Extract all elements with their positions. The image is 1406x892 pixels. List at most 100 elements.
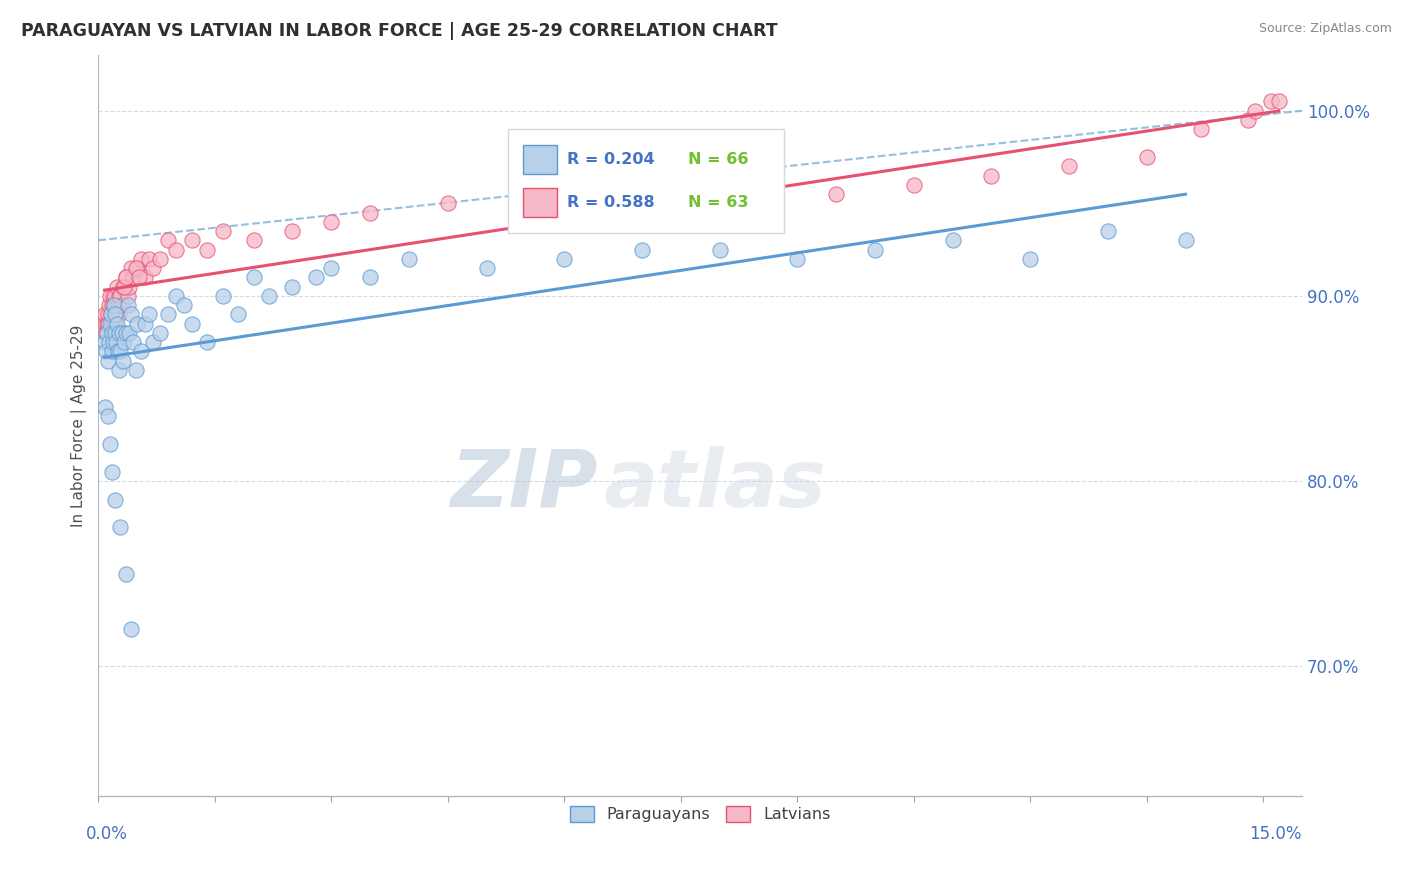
Point <box>114 566 136 581</box>
Point <box>98 437 121 451</box>
Point <box>195 335 218 350</box>
Point <box>120 307 142 321</box>
Point <box>105 317 128 331</box>
Point <box>127 261 149 276</box>
Point <box>122 270 145 285</box>
Point <box>321 261 343 276</box>
Point <box>107 344 129 359</box>
Y-axis label: In Labor Force | Age 25-29: In Labor Force | Age 25-29 <box>72 325 87 526</box>
Point <box>211 224 233 238</box>
Point <box>257 289 280 303</box>
Point <box>100 317 122 331</box>
Point <box>108 344 131 359</box>
Point <box>1174 233 1197 247</box>
Point <box>96 317 118 331</box>
Point <box>398 252 420 266</box>
Point <box>107 298 129 312</box>
Point <box>321 215 343 229</box>
Text: R = 0.204: R = 0.204 <box>567 152 654 167</box>
Point <box>1097 224 1119 238</box>
Point <box>120 622 142 636</box>
Point <box>94 400 117 414</box>
Point <box>553 252 575 266</box>
Text: atlas: atlas <box>605 446 827 524</box>
Point <box>475 261 498 276</box>
Point <box>108 307 131 321</box>
Text: PARAGUAYAN VS LATVIAN IN LABOR FORCE | AGE 25-29 CORRELATION CHART: PARAGUAYAN VS LATVIAN IN LABOR FORCE | A… <box>21 22 778 40</box>
Point <box>107 289 129 303</box>
Point <box>108 289 131 303</box>
Point <box>359 205 381 219</box>
Text: 15.0%: 15.0% <box>1250 825 1302 844</box>
Point <box>786 252 808 266</box>
Point <box>942 233 965 247</box>
Point <box>114 326 136 340</box>
Point <box>128 270 150 285</box>
Point <box>101 289 124 303</box>
Point <box>93 317 115 331</box>
Point <box>863 243 886 257</box>
Point <box>669 196 692 211</box>
Point <box>97 409 120 424</box>
Point <box>1267 95 1289 109</box>
Point <box>107 326 129 340</box>
Point <box>101 335 124 350</box>
Point <box>709 178 731 192</box>
Text: N = 63: N = 63 <box>688 195 748 211</box>
Point <box>553 187 575 202</box>
Point <box>98 335 121 350</box>
Point <box>105 279 128 293</box>
Point <box>180 317 202 331</box>
Point <box>1136 150 1159 164</box>
FancyBboxPatch shape <box>508 129 785 233</box>
Point <box>173 298 195 312</box>
Point <box>104 326 127 340</box>
Point <box>165 243 187 257</box>
Point <box>1019 252 1042 266</box>
Point <box>157 307 180 321</box>
Point <box>115 270 138 285</box>
Point <box>195 243 218 257</box>
FancyBboxPatch shape <box>523 145 557 174</box>
Point <box>108 520 131 534</box>
Text: N = 66: N = 66 <box>688 152 748 167</box>
Point <box>142 335 165 350</box>
Point <box>825 187 848 202</box>
Point <box>180 233 202 247</box>
Point <box>112 279 135 293</box>
Point <box>105 335 128 350</box>
Point <box>709 243 731 257</box>
Point <box>100 307 122 321</box>
Point <box>97 307 120 321</box>
Point <box>118 326 141 340</box>
Point <box>129 344 152 359</box>
Point <box>112 279 135 293</box>
Point <box>94 344 117 359</box>
Point <box>104 317 127 331</box>
Point <box>98 298 121 312</box>
Point <box>103 298 125 312</box>
Point <box>281 224 304 238</box>
Point <box>94 307 117 321</box>
Point <box>111 326 134 340</box>
Point <box>100 307 122 321</box>
Point <box>211 289 233 303</box>
Point <box>120 261 142 276</box>
Point <box>124 363 146 377</box>
Point <box>903 178 925 192</box>
Point <box>359 270 381 285</box>
Point <box>104 307 127 321</box>
Text: R = 0.588: R = 0.588 <box>567 195 654 211</box>
Point <box>1244 103 1267 118</box>
Point <box>242 270 264 285</box>
Point <box>149 252 172 266</box>
Point <box>1189 122 1212 136</box>
Point <box>108 363 131 377</box>
Point <box>134 317 156 331</box>
Point <box>117 298 139 312</box>
Point <box>124 261 146 276</box>
Point <box>138 252 160 266</box>
Point <box>138 307 160 321</box>
Point <box>129 252 152 266</box>
Text: 0.0%: 0.0% <box>86 825 128 844</box>
